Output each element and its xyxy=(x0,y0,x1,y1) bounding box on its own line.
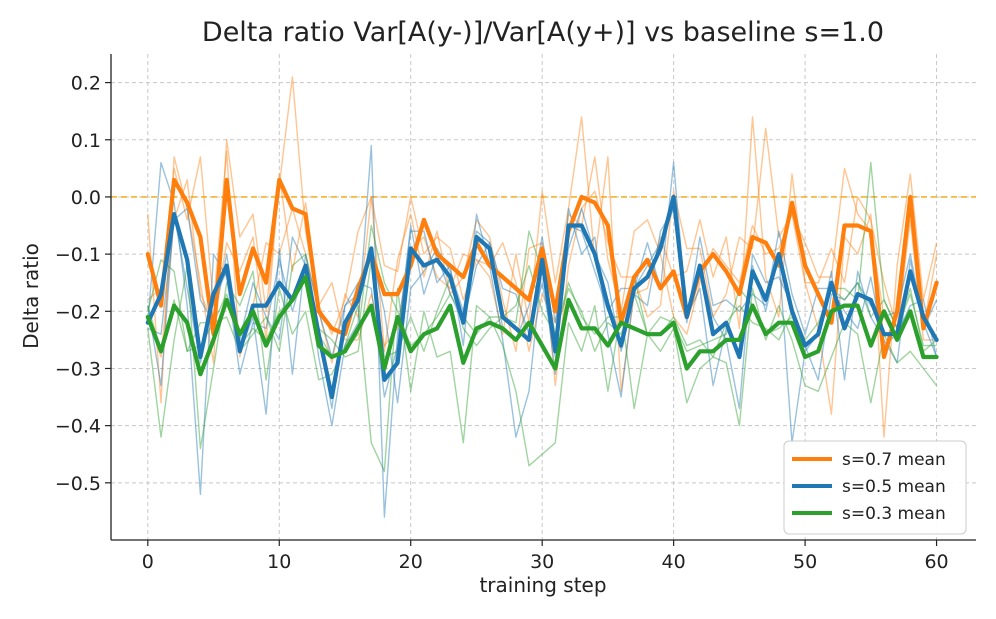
y-tick-label: −0.5 xyxy=(55,473,101,495)
s-0-7-mean-line xyxy=(145,177,939,360)
y-axis-label: Delta ratio xyxy=(19,243,43,349)
y-tick-label: 0.2 xyxy=(71,73,101,95)
x-tick-label: 30 xyxy=(530,551,554,573)
mean-lines xyxy=(145,177,939,400)
y-tick-label: 0.0 xyxy=(71,187,101,209)
tick-labels: 0 10 20 30 40 50 60 0.2 0.1 0.0 −0.1 −0.2 −0.3 −0.4 −0… xyxy=(55,73,949,573)
s-0-7-mean-run-2-line xyxy=(147,127,937,387)
x-tick-label: 60 xyxy=(924,551,948,573)
s-0-7-mean-run-3-line xyxy=(147,156,938,358)
legend-label-s05: s=0.5 mean xyxy=(842,477,946,497)
legend-label-s07: s=0.7 mean xyxy=(842,450,946,470)
y-tick-label: −0.1 xyxy=(55,244,101,266)
y-tick-label: −0.2 xyxy=(55,301,101,323)
x-tick-label: 50 xyxy=(793,551,817,573)
s-0-3-mean-run-1-line xyxy=(147,264,938,473)
legend-box xyxy=(783,440,967,535)
x-tick-label: 10 xyxy=(267,551,291,573)
axes xyxy=(105,54,976,546)
legend: s=0.7 mean s=0.5 mean s=0.3 mean xyxy=(783,440,967,535)
s-0-5-mean-run-3-line xyxy=(147,207,938,410)
s-0-3-mean-line xyxy=(145,274,939,377)
y-tick-label: −0.3 xyxy=(55,358,101,380)
y-tick-label: −0.4 xyxy=(55,416,101,438)
x-axis-label: training step xyxy=(479,573,606,597)
grid xyxy=(111,54,976,540)
y-tick-label: 0.1 xyxy=(71,130,101,152)
x-tick-label: 0 xyxy=(142,551,154,573)
s-0-5-mean-line xyxy=(145,194,939,400)
chart-title: Delta ratio Var[A(y-)]/Var[A(y+)] vs bas… xyxy=(202,17,884,48)
x-tick-label: 40 xyxy=(662,551,686,573)
legend-label-s03: s=0.3 mean xyxy=(842,504,946,524)
x-tick-label: 20 xyxy=(399,551,423,573)
